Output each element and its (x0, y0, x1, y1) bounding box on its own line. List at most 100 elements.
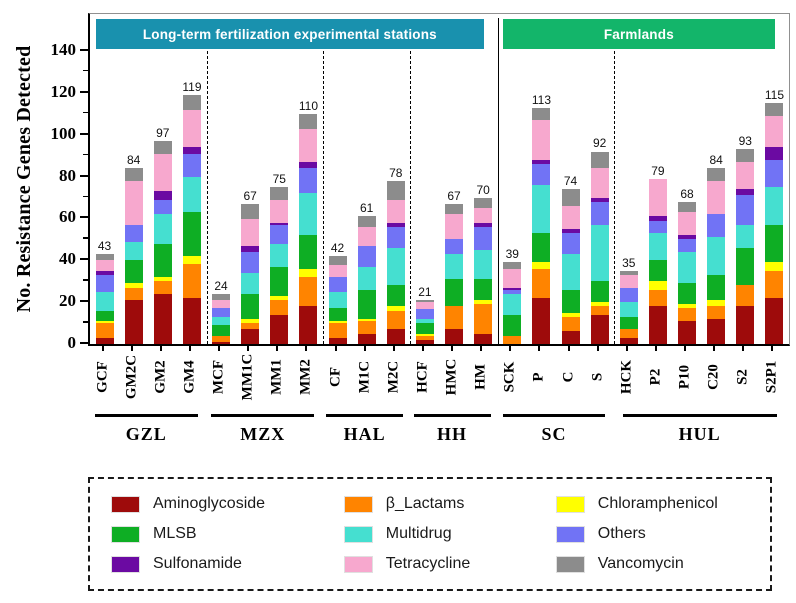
bar-segment-Others (765, 159, 784, 188)
bar-slot-SCK: 39 (498, 14, 527, 344)
bar-segment-β_Lactams (212, 335, 231, 342)
bar-segment-Chloramphenicol (648, 281, 667, 290)
bar-value-label: 35 (622, 255, 636, 270)
bar-slot-MM1: 75 (265, 14, 294, 344)
y-tick-label: 60 (59, 207, 76, 227)
bar-segment-Tetracycline (95, 260, 114, 271)
x-tick-label: HM (472, 363, 489, 390)
x-tick (742, 345, 745, 351)
bar-segment-Multidrug (328, 291, 347, 309)
bar-value-label: 24 (214, 278, 228, 293)
y-tick-label: 40 (59, 249, 76, 269)
bar-segment-Others (474, 226, 493, 250)
bar-group-MZX: 24 67 75 110 (207, 14, 324, 344)
bar-slot-HCF: 21 (410, 14, 439, 344)
x-slot-SCK: SCK (496, 345, 525, 407)
y-minor-tick (83, 321, 88, 323)
x-tick-label: S (589, 372, 606, 381)
bar-segment-β_Lactams (474, 304, 493, 334)
x-tick (684, 345, 687, 351)
bar-segment-Tetracycline (415, 302, 434, 309)
legend-swatch-Tetracycline (343, 555, 373, 573)
bar-segment-Others (648, 220, 667, 234)
bar-segment-Multidrug (736, 224, 755, 248)
x-slot-P10: P10 (671, 345, 700, 407)
bar-M2C (386, 180, 405, 344)
x-tick (188, 345, 191, 351)
bar-segment-Others (357, 245, 376, 267)
bar-segment-Multidrug (241, 272, 260, 294)
bar-segment-Aminoglycoside (765, 297, 784, 344)
bar-segment-β_Lactams (153, 281, 172, 294)
bar-segment-Chloramphenicol (270, 295, 289, 301)
x-tick (392, 345, 395, 351)
x-tick-label: MM1 (268, 358, 285, 395)
bar-segment-Tetracycline (590, 168, 609, 198)
bar-segment-Chloramphenicol (707, 300, 726, 307)
x-tick (451, 345, 454, 351)
x-label-group-HH: HCF HMC HM (408, 345, 495, 407)
x-label-wrap: MM1C (234, 351, 263, 407)
bar-slot-GM2C: 84 (119, 14, 148, 344)
bar-segment-Sulfonamide (270, 222, 289, 225)
bar-segment-Sulfonamide (736, 189, 755, 196)
x-label-wrap: CF (321, 351, 350, 407)
bar-segment-β_Lactams (590, 306, 609, 315)
bar-segment-Vancomycin (765, 103, 784, 116)
bar-value-label: 84 (127, 153, 141, 168)
bar-segment-MLSB (95, 310, 114, 322)
bar-segment-Others (532, 164, 551, 185)
y-tick-label: 20 (59, 291, 76, 311)
x-tick (101, 345, 104, 351)
x-tick (625, 345, 628, 351)
bar-segment-Vancomycin (678, 201, 697, 213)
x-label-wrap: GM2 (146, 351, 175, 407)
bar-value-label: 93 (738, 134, 752, 149)
bar-segment-Vancomycin (153, 141, 172, 154)
bar-segment-Tetracycline (212, 300, 231, 309)
bar-value-label: 74 (563, 174, 578, 189)
bar-segment-Aminoglycoside (153, 293, 172, 344)
bar-segment-Others (270, 224, 289, 244)
x-label-group-GZL: GCF GM2C GM2 GM4 (88, 345, 205, 407)
x-slot-GM2: GM2 (146, 345, 175, 407)
bar-segment-Sulfonamide (299, 161, 318, 169)
bar-segment-Vancomycin (241, 203, 260, 219)
bar-segment-Multidrug (503, 293, 522, 315)
bar-segment-Others (619, 287, 638, 303)
y-tick-label: 100 (50, 123, 77, 143)
x-tick (276, 345, 279, 351)
group-underline (622, 414, 777, 417)
bar-segment-Multidrug (415, 318, 434, 324)
bar-segment-Tetracycline (299, 128, 318, 162)
bar-segment-Multidrug (299, 193, 318, 236)
x-label-wrap: C (554, 351, 583, 407)
group-block-HUL: HUL (612, 414, 787, 445)
bar-SCK (503, 262, 522, 344)
bar-slot-HCK: 35 (614, 14, 643, 344)
bar-segment-Multidrug (212, 316, 231, 326)
y-minor-tick (83, 111, 88, 114)
bar-segment-Chloramphenicol (182, 256, 201, 265)
bar-segment-β_Lactams (678, 308, 697, 321)
bar-segment-Tetracycline (124, 180, 143, 225)
legend-item: Vancomycin (555, 555, 748, 573)
group-label: SC (541, 424, 567, 444)
bar-segment-Tetracycline (270, 199, 289, 223)
bar-MM1C (241, 203, 260, 344)
group-separator (323, 51, 324, 344)
bar-value-label: 68 (680, 186, 694, 201)
x-tick-label: P10 (676, 364, 693, 389)
bar-segment-Tetracycline (765, 115, 784, 148)
bar-segment-Tetracycline (357, 226, 376, 246)
bar-segment-Multidrug (707, 237, 726, 275)
bar-S (590, 151, 609, 344)
legend-swatch-Vancomycin (555, 555, 585, 573)
y-minor-tick (83, 279, 88, 281)
legend-item: Sulfonamide (111, 555, 345, 573)
bar-segment-Others (736, 195, 755, 225)
x-tick (567, 345, 570, 351)
bar-segment-Aminoglycoside (445, 329, 464, 344)
bar-segment-β_Lactams (95, 323, 114, 338)
bar-segment-Tetracycline (241, 218, 260, 246)
